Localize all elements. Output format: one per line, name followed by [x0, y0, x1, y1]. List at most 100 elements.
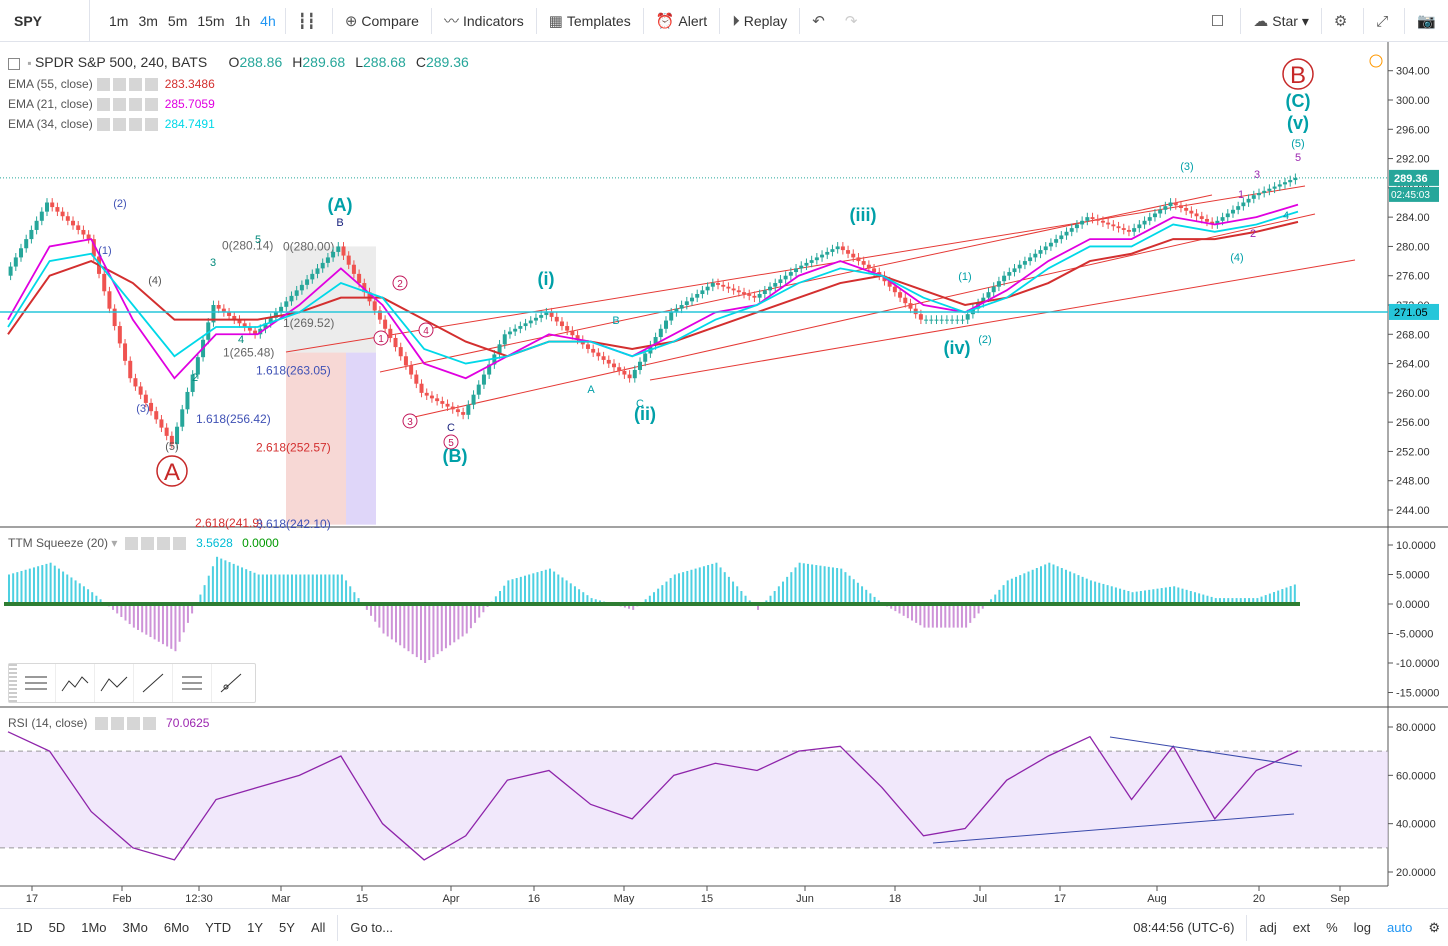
ttm-bar [848, 575, 851, 604]
range-5y[interactable]: 5Y [279, 920, 295, 935]
ttm-bar [332, 574, 335, 604]
candle [1236, 206, 1241, 210]
interval-15m[interactable]: 15m [197, 12, 225, 29]
candle [643, 353, 648, 362]
interval-1m[interactable]: 1m [109, 12, 129, 29]
warning-icon [1369, 54, 1383, 68]
ttm-bar [478, 604, 481, 618]
star-button[interactable]: ☁ Star ▾ [1245, 0, 1317, 42]
ttm-bar [482, 604, 485, 613]
candle [762, 290, 767, 295]
candle [986, 292, 991, 298]
ttm-bar [1273, 592, 1276, 604]
chart-type-button[interactable]: ┇┇ [290, 0, 328, 42]
elliott-wave-tool[interactable] [56, 664, 95, 702]
alert-button[interactable]: ⏰ Alert [648, 0, 715, 42]
ttm-bar [274, 574, 277, 604]
candle [429, 395, 434, 399]
candle [539, 315, 544, 318]
wave-label: C [447, 422, 455, 434]
range-1d[interactable]: 1D [16, 920, 33, 935]
abc-wave-tool[interactable] [95, 664, 134, 702]
fib-tool[interactable] [17, 664, 56, 702]
chevron-down-icon[interactable]: ▾ [111, 536, 118, 550]
ttm-bar [1173, 586, 1176, 604]
interval-5m[interactable]: 5m [167, 12, 188, 29]
indicators-button[interactable]: 〰 Indicators [436, 0, 532, 42]
ttm-bar [311, 574, 314, 604]
candle [481, 374, 486, 385]
ttm-bar [557, 574, 560, 604]
ttm-bar [1227, 598, 1230, 604]
undo-button[interactable]: ↶ [804, 0, 837, 42]
replay-button[interactable]: ⏵ Replay [724, 0, 795, 42]
candle [825, 251, 830, 255]
compare-button[interactable]: ⊕ Compare [337, 0, 427, 42]
adj-toggle[interactable]: adj [1259, 920, 1277, 935]
indicator-controls[interactable] [96, 78, 161, 92]
range-1y[interactable]: 1Y [247, 920, 264, 935]
ttm-bar [295, 574, 298, 604]
indicator-controls[interactable] [94, 717, 159, 731]
ttm-bar [232, 563, 235, 604]
candle [419, 383, 424, 393]
price-tick-label: 284.00 [1396, 212, 1430, 224]
candle [856, 257, 861, 262]
indicators-icon: 〰 [443, 12, 459, 30]
expand-button[interactable]: ⤢ [1368, 0, 1400, 42]
price-chart[interactable]: 0(280.14) 0(280.00) 1(269.52) 1(265.48) 1.61… [0, 42, 1448, 908]
drag-handle[interactable] [9, 664, 17, 702]
redo-button[interactable]: ↷ [837, 0, 870, 42]
candle [726, 286, 731, 289]
candle [955, 319, 960, 321]
collapse-icon[interactable] [8, 57, 20, 70]
templates-button[interactable]: ▦ Templates [541, 0, 639, 42]
fullscreen-toggle[interactable]: ☐ [1203, 0, 1236, 42]
interval-1h[interactable]: 1h [234, 12, 251, 29]
settings-button[interactable]: ⚙ [1326, 0, 1359, 42]
indicator-controls[interactable] [96, 98, 161, 112]
ttm-bar [1218, 598, 1221, 604]
ttm-bar [769, 595, 772, 604]
ttm-bar [806, 563, 809, 604]
percent-toggle[interactable]: % [1326, 920, 1338, 935]
goto-button[interactable]: Go to... [350, 920, 394, 935]
range-5d[interactable]: 5D [48, 920, 66, 935]
ttm-bar [428, 604, 431, 661]
range-6mo[interactable]: 6Mo [163, 920, 190, 935]
trend-line-tool[interactable] [134, 664, 173, 702]
range-ytd[interactable]: YTD [205, 920, 232, 935]
ttm-bar [1064, 569, 1067, 604]
indicator-controls[interactable] [124, 537, 189, 551]
range-1mo[interactable]: 1Mo [81, 920, 107, 935]
ray-tool[interactable] [212, 664, 250, 702]
ttm-bar [203, 585, 206, 604]
ttm-bar [823, 566, 826, 604]
symbol-search[interactable]: SPY [0, 0, 90, 42]
ttm-bar [740, 591, 743, 604]
log-toggle[interactable]: log [1353, 920, 1372, 935]
interval-3m[interactable]: 3m [138, 12, 158, 29]
candle [518, 326, 523, 329]
ext-toggle[interactable]: ext [1292, 920, 1311, 935]
candle [1272, 186, 1277, 189]
time-tick-label: Feb [113, 893, 132, 905]
pitchfork-tool[interactable] [173, 664, 212, 702]
auto-toggle[interactable]: auto [1387, 920, 1413, 935]
range-3mo[interactable]: 3Mo [122, 920, 148, 935]
ttm-bar [436, 604, 439, 655]
range-all[interactable]: All [310, 920, 326, 935]
wave-label: (3) [136, 403, 149, 415]
candle [461, 412, 466, 415]
candle [903, 297, 908, 304]
ttm-bar [245, 569, 248, 604]
candle [1210, 221, 1215, 225]
interval-4h[interactable]: 4h [260, 12, 276, 29]
ttm-bar [303, 574, 306, 604]
candle [424, 392, 429, 396]
indicator-controls[interactable] [96, 118, 161, 132]
snapshot-button[interactable]: 📷 [1409, 0, 1448, 42]
settings-button[interactable]: ⚙ [1420, 920, 1448, 936]
clock-readout[interactable]: 08:44:56 (UTC-6) [1133, 920, 1235, 935]
wave-circle-small-label: 1 [378, 334, 384, 345]
